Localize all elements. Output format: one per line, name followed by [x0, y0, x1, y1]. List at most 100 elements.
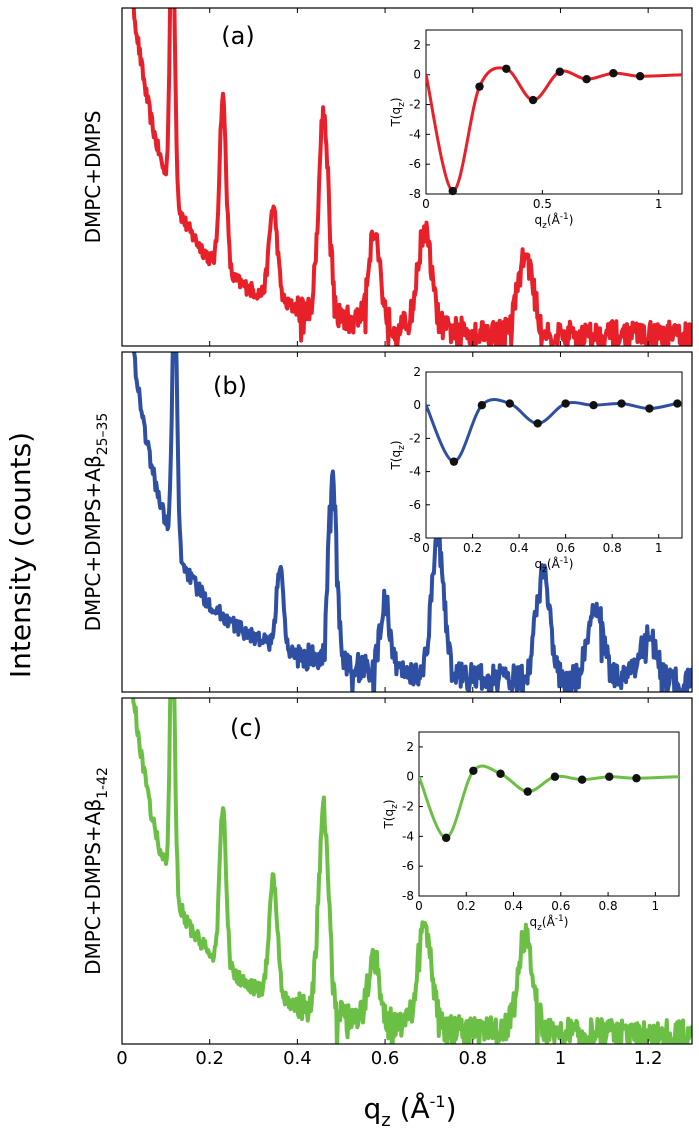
- inset-x-label-unit: (Å: [547, 556, 561, 571]
- inset-y-tick-label: -6: [402, 859, 414, 873]
- inset-y-label-main: T(q: [389, 450, 403, 471]
- inset-x-tick-label: 1: [652, 899, 660, 913]
- inset-y-tick-label: -6: [409, 157, 421, 171]
- inset-y-label: T(qz): [382, 799, 400, 829]
- sample-label-sub: 25–35: [95, 413, 111, 456]
- panel-label-c: (c): [230, 714, 262, 742]
- inset-data-point: [605, 772, 614, 781]
- panel-a: (a)DMPC+DMPS 0 0.5 120-2-4-6-8qz(Å-1)T(qz): [81, 7, 693, 347]
- x-tick-label: 0.4: [283, 1048, 312, 1069]
- panel-c: 0 0.2 0.4 0.6 0.8 1 1.2 (c) DMPC+DMPS+Aβ1-42 0 0.2…: [81, 697, 693, 1069]
- inset-x-tick-label: 0: [422, 197, 430, 211]
- inset-frame: [425, 371, 683, 539]
- inset-x-tick-label: 1: [655, 197, 663, 211]
- panels: (a)DMPC+DMPS 0 0.5 120-2-4-6-8qz(Å-1)T(qz)(…: [81, 7, 693, 1069]
- inset-c: 0 0.2 0.4 0.6 0.8 120-2-4-6-8qz(Å-1)T(qz): [382, 731, 680, 933]
- x-tick-label: 0.6: [371, 1048, 400, 1069]
- x-axis-label-unit: (Å: [391, 1091, 430, 1125]
- inset-y-tick-label: -2: [409, 98, 421, 112]
- x-axis-label-unit-close: ): [446, 1092, 457, 1125]
- inset-data-point: [477, 401, 487, 410]
- inset-x-label-unit: (Å: [547, 212, 561, 227]
- inset-x-tick-label: 0.2: [463, 541, 482, 555]
- inset-data-point: [635, 72, 645, 81]
- sample-label-main: DMPC+DMPS+Aβ: [81, 455, 105, 631]
- inset-y-label-main: T(q: [389, 107, 403, 128]
- inset-data-point: [577, 775, 587, 784]
- inset-y-label-sub: z: [397, 445, 407, 450]
- sample-label-main: DMPC+DMPS+Aβ: [81, 799, 105, 975]
- inset-data-point: [632, 774, 641, 783]
- x-axis-label-unit-sup: -1: [430, 1092, 446, 1111]
- inset-b: 0 0.2 0.4 0.6 0.8 120-2-4-6-8qz(Å-1)T(qz): [389, 365, 683, 575]
- sample-label-a: DMPC+DMPS: [81, 111, 105, 244]
- inset-y-tick-label: -4: [409, 127, 421, 141]
- panel-frame-c: [121, 697, 693, 1045]
- series-line-b: [131, 352, 692, 692]
- inset-y-tick-label: -2: [402, 800, 414, 814]
- sample-label-sub: 1-42: [95, 767, 111, 799]
- inset-y-tick-label: -8: [409, 187, 421, 201]
- inset-y-tick-label: 0: [413, 68, 421, 82]
- inset-data-point: [589, 401, 598, 410]
- inset-y-label: T(qz): [389, 97, 407, 127]
- inset-y-tick-label: -4: [409, 465, 421, 479]
- inset-y-tick-label: -6: [409, 498, 421, 512]
- sample-label-b: DMPC+DMPS+Aβ25–35: [81, 413, 111, 632]
- inset-y-label-close: ): [382, 799, 396, 804]
- inset-x-label: qz(Å-1): [530, 914, 569, 933]
- x-tick-label: 0.2: [195, 1048, 224, 1069]
- inset-data-point: [523, 787, 532, 796]
- inset-y-label-close: ): [389, 440, 403, 445]
- inset-y-label-close: ): [389, 97, 403, 102]
- inset-x-label-close: ): [569, 557, 574, 571]
- inset-x-tick-label: 0.8: [603, 541, 622, 555]
- inset-x-label: qz(Å-1): [535, 212, 574, 231]
- inset-data-point: [505, 399, 514, 408]
- inset-data-point: [496, 769, 505, 778]
- inset-x-label-unit: (Å: [542, 914, 556, 929]
- inset-x-label-main: q: [530, 915, 538, 929]
- x-axis-label-main: q: [363, 1092, 381, 1125]
- inset-x-label-close: ): [569, 213, 574, 227]
- inset-data-point: [475, 82, 484, 91]
- inset-fit-line: [419, 764, 679, 840]
- inset-data-point: [448, 186, 457, 196]
- inset-data-point: [449, 457, 459, 466]
- inset-x-label-sup: -1: [560, 212, 569, 222]
- inset-x-tick-label: 0.8: [599, 899, 618, 913]
- inset-data-point: [528, 95, 538, 105]
- inset-x-tick-label: 0: [415, 899, 423, 913]
- inset-x-label-main: q: [535, 557, 543, 571]
- inset-data-point: [582, 75, 591, 84]
- panel-frame-a: [121, 7, 693, 347]
- inset-x-label-sup: -1: [560, 556, 569, 566]
- inset-x-label-main: q: [535, 213, 543, 227]
- inset-x-tick-label: 0.2: [457, 899, 476, 913]
- inset-x-tick-label: 0.6: [551, 899, 570, 913]
- inset-x-tick-label: 1: [655, 541, 663, 555]
- inset-data-point: [617, 399, 626, 408]
- inset-data-point: [441, 833, 451, 843]
- x-tick-label: 1.2: [634, 1048, 663, 1069]
- inset-y-tick-label: -2: [409, 431, 421, 445]
- inset-y-tick-label: -8: [409, 531, 421, 545]
- panel-label-b: (b): [213, 372, 247, 400]
- inset-data-point: [645, 404, 654, 413]
- inset-data-point: [561, 399, 570, 408]
- inset-y-tick-label: 0: [413, 398, 421, 412]
- panel-b: (b) DMPC+DMPS+Aβ25–35 0 0.2 0.4 0.6 0.8 1 2 0 -2 -4…: [81, 351, 693, 693]
- inset-x-label-sub: z: [537, 923, 542, 933]
- series-line-c: [131, 698, 692, 1044]
- inset-data-point: [673, 399, 682, 408]
- inset-y-tick-label: 2: [406, 740, 414, 754]
- inset-y-tick-label: -8: [402, 889, 414, 903]
- inset-y-label: T(qz): [389, 440, 407, 470]
- inset-y-tick-label: 2: [413, 365, 421, 379]
- sample-label-main: DMPC+DMPS: [81, 111, 105, 244]
- y-axis-label: Intensity (counts): [4, 432, 37, 678]
- inset-x-tick-label: 0.5: [533, 197, 552, 211]
- inset-data-point: [469, 766, 478, 775]
- x-tick-label: 0: [116, 1048, 127, 1069]
